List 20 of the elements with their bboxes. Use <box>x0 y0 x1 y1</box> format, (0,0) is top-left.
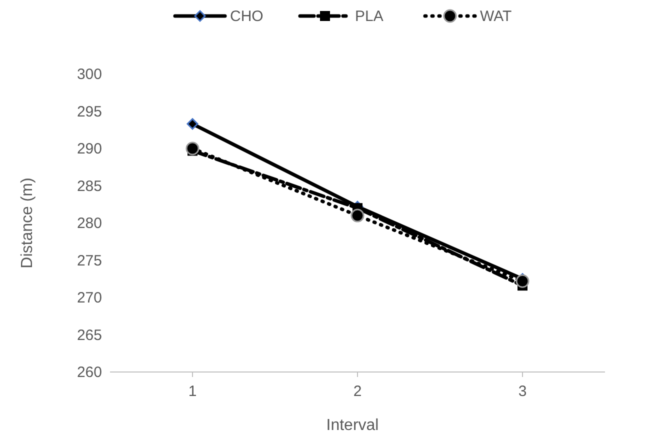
y-tick-label: 295 <box>76 103 102 120</box>
y-tick-label: 280 <box>76 215 102 232</box>
y-tick-label: 270 <box>76 290 102 306</box>
point <box>186 118 198 130</box>
y-tick-label: 300 <box>76 66 102 83</box>
x-axis-title: Interval <box>326 417 379 434</box>
x-tick-label: 2 <box>353 383 362 400</box>
y-tick-label: 290 <box>76 140 102 158</box>
y-tick-label: 260 <box>76 364 102 381</box>
point <box>350 208 364 222</box>
y-tick-label: 275 <box>76 252 102 270</box>
legend-label: CHO <box>230 8 264 25</box>
legend-label: PLA <box>355 8 384 25</box>
legend-label: WAT <box>480 8 512 25</box>
x-tick-label: 3 <box>518 383 527 400</box>
y-tick-label: 265 <box>76 326 102 344</box>
x-tick-label: 1 <box>188 383 197 400</box>
y-axis-title: Distance (m) <box>19 178 36 268</box>
point <box>516 274 530 288</box>
y-tick-label: 285 <box>76 178 102 195</box>
